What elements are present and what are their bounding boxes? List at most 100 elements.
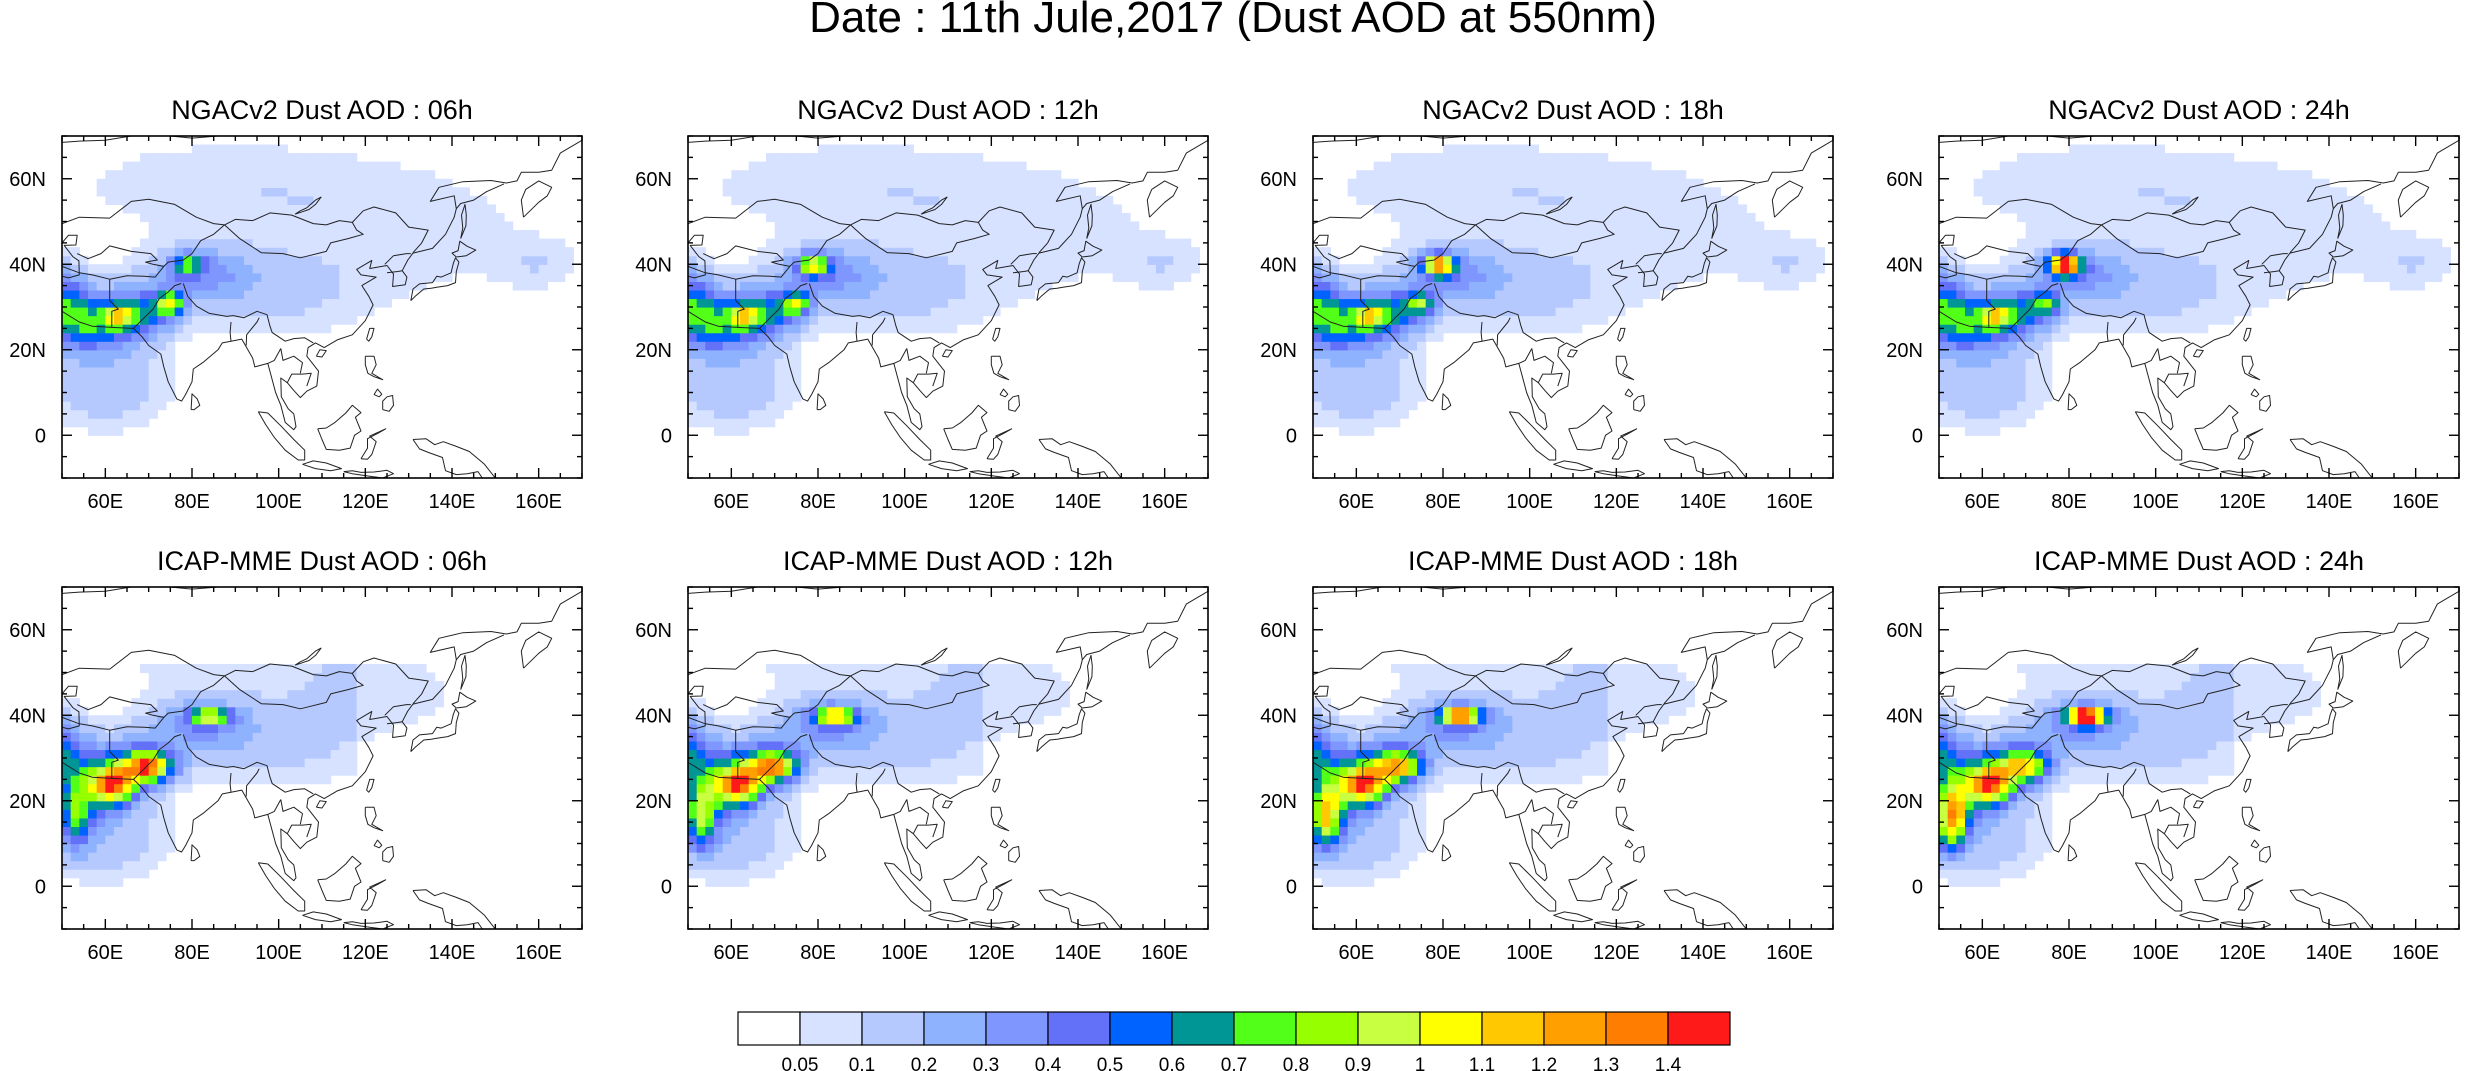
panel-title: ICAP-MME Dust AOD : 18h bbox=[1408, 546, 1738, 576]
lon-tick-label: 160E bbox=[2392, 491, 2439, 513]
colorbar: 0.05 0.1 0.2 0.3 0.4 0.5 0.6 0.7 0.8 0.9 1 1.1 1.2 1.… bbox=[737, 1011, 1731, 1071]
lon-tick-label: 80E bbox=[2051, 942, 2087, 964]
lon-tick-label: 80E bbox=[2051, 491, 2087, 513]
colorbar-label: 1 bbox=[1415, 1055, 1426, 1071]
lon-tick-label: 160E bbox=[1766, 491, 1813, 513]
lat-tick-label: 20N bbox=[1260, 791, 1297, 813]
lat-tick-label: 60N bbox=[9, 169, 46, 191]
lat-tick-label: 0 bbox=[1912, 876, 1923, 898]
colorbar-label: 0.4 bbox=[1035, 1055, 1062, 1071]
colorbar-swatch bbox=[1543, 1011, 1607, 1046]
colorbar-swatch bbox=[1605, 1011, 1669, 1046]
figure-title: Date : 11th Jule,2017 (Dust AOD at 550nm… bbox=[809, 0, 1657, 42]
panel-grid: 60E 80E 100E 120E 140E 160E 60N 40N 20N 0 NGACv2 D… bbox=[9, 95, 2460, 964]
lon-tick-label: 100E bbox=[881, 942, 928, 964]
lat-tick-label: 0 bbox=[1912, 425, 1923, 447]
lon-tick-label: 60E bbox=[88, 491, 124, 513]
lon-tick-label: 100E bbox=[255, 942, 302, 964]
lon-tick-label: 120E bbox=[968, 942, 1015, 964]
lat-tick-label: 0 bbox=[35, 876, 46, 898]
colorbar-label: 1.4 bbox=[1655, 1055, 1682, 1071]
dust-aod-field bbox=[62, 144, 574, 436]
panel-title: NGACv2 Dust AOD : 12h bbox=[797, 95, 1099, 125]
lon-tick-label: 80E bbox=[1425, 942, 1461, 964]
coastlines bbox=[1313, 587, 1833, 929]
lon-tick-label: 140E bbox=[2306, 942, 2353, 964]
colorbar-swatch bbox=[1419, 1011, 1483, 1046]
lon-tick-label: 140E bbox=[2306, 491, 2353, 513]
lon-tick-label: 80E bbox=[174, 942, 210, 964]
colorbar-label: 0.05 bbox=[782, 1055, 819, 1071]
lon-tick-label: 80E bbox=[174, 491, 210, 513]
colorbar-swatch bbox=[1233, 1011, 1297, 1046]
lon-tick-label: 160E bbox=[1141, 491, 1188, 513]
map-panel: 60E 80E 100E 120E 140E 160E 60N 40N 20N 0 NGACv2 D… bbox=[1886, 95, 2460, 513]
colorbar-swatch bbox=[1109, 1011, 1173, 1046]
lon-tick-label: 140E bbox=[1680, 491, 1727, 513]
panel-title: NGACv2 Dust AOD : 24h bbox=[2048, 95, 2350, 125]
map-panel: 60E 80E 100E 120E 140E 160E 60N 40N 20N 0 ICAP-MME… bbox=[1260, 546, 1834, 964]
lon-tick-label: 140E bbox=[1055, 942, 1102, 964]
lon-tick-label: 60E bbox=[714, 942, 750, 964]
lat-tick-label: 0 bbox=[1286, 876, 1297, 898]
lat-tick-label: 40N bbox=[1886, 705, 1923, 727]
lat-tick-label: 20N bbox=[1260, 340, 1297, 362]
lon-tick-label: 100E bbox=[2132, 942, 2179, 964]
lon-tick-label: 80E bbox=[1425, 491, 1461, 513]
dust-aod-field bbox=[688, 144, 1200, 436]
lat-tick-label: 20N bbox=[9, 340, 46, 362]
colorbar-label: 1.3 bbox=[1593, 1055, 1619, 1071]
lon-tick-label: 120E bbox=[968, 491, 1015, 513]
lon-tick-label: 140E bbox=[429, 942, 476, 964]
lat-tick-label: 60N bbox=[635, 169, 672, 191]
colorbar-label: 0.5 bbox=[1097, 1055, 1123, 1071]
lon-tick-label: 100E bbox=[255, 491, 302, 513]
lon-tick-label: 80E bbox=[800, 942, 836, 964]
lat-tick-label: 20N bbox=[635, 340, 672, 362]
lon-tick-label: 80E bbox=[800, 491, 836, 513]
colorbar-swatch bbox=[1295, 1011, 1359, 1046]
lon-tick-label: 160E bbox=[1766, 942, 1813, 964]
lon-tick-label: 60E bbox=[1965, 942, 2001, 964]
lon-tick-label: 100E bbox=[1506, 942, 1553, 964]
colorbar-swatch bbox=[737, 1011, 801, 1046]
panel-title: NGACv2 Dust AOD : 06h bbox=[171, 95, 473, 125]
lat-tick-label: 60N bbox=[1886, 620, 1923, 642]
colorbar-swatch bbox=[1047, 1011, 1111, 1046]
lon-tick-label: 120E bbox=[342, 942, 389, 964]
dust-aod-field bbox=[688, 663, 1070, 887]
dust-aod-field bbox=[1313, 144, 1825, 436]
lon-tick-label: 160E bbox=[2392, 942, 2439, 964]
map-panel: 60E 80E 100E 120E 140E 160E 60N 40N 20N 0 NGACv2 D… bbox=[9, 95, 583, 513]
lat-tick-label: 40N bbox=[635, 254, 672, 276]
map-panel: 60E 80E 100E 120E 140E 160E 60N 40N 20N 0 NGACv2 D… bbox=[635, 95, 1209, 513]
lat-tick-label: 20N bbox=[9, 791, 46, 813]
lat-tick-label: 0 bbox=[1286, 425, 1297, 447]
dust-aod-field bbox=[62, 663, 444, 887]
map-panel: 60E 80E 100E 120E 140E 160E 60N 40N 20N 0 ICAP-MME… bbox=[9, 546, 583, 964]
colorbar-label: 0.3 bbox=[973, 1055, 999, 1071]
lat-tick-label: 60N bbox=[1260, 620, 1297, 642]
lon-tick-label: 120E bbox=[2219, 942, 2266, 964]
lon-tick-label: 120E bbox=[342, 491, 389, 513]
lon-tick-label: 140E bbox=[1055, 491, 1102, 513]
lat-tick-label: 0 bbox=[661, 876, 672, 898]
coastlines bbox=[688, 136, 1208, 478]
colorbar-swatch bbox=[1171, 1011, 1235, 1046]
lon-tick-label: 60E bbox=[714, 491, 750, 513]
lon-tick-label: 140E bbox=[1680, 942, 1727, 964]
lat-tick-label: 20N bbox=[1886, 340, 1923, 362]
lon-tick-label: 120E bbox=[1593, 491, 1640, 513]
coastlines bbox=[62, 587, 582, 929]
colorbar-swatch bbox=[799, 1011, 863, 1046]
lat-tick-label: 0 bbox=[35, 425, 46, 447]
colorbar-swatch bbox=[1481, 1011, 1545, 1046]
lon-tick-label: 60E bbox=[88, 942, 124, 964]
panel-title: NGACv2 Dust AOD : 18h bbox=[1422, 95, 1724, 125]
lon-tick-label: 120E bbox=[1593, 942, 1640, 964]
panel-title: ICAP-MME Dust AOD : 12h bbox=[783, 546, 1113, 576]
lat-tick-label: 40N bbox=[9, 254, 46, 276]
lon-tick-label: 160E bbox=[515, 491, 562, 513]
colorbar-label: 0.6 bbox=[1159, 1055, 1185, 1071]
